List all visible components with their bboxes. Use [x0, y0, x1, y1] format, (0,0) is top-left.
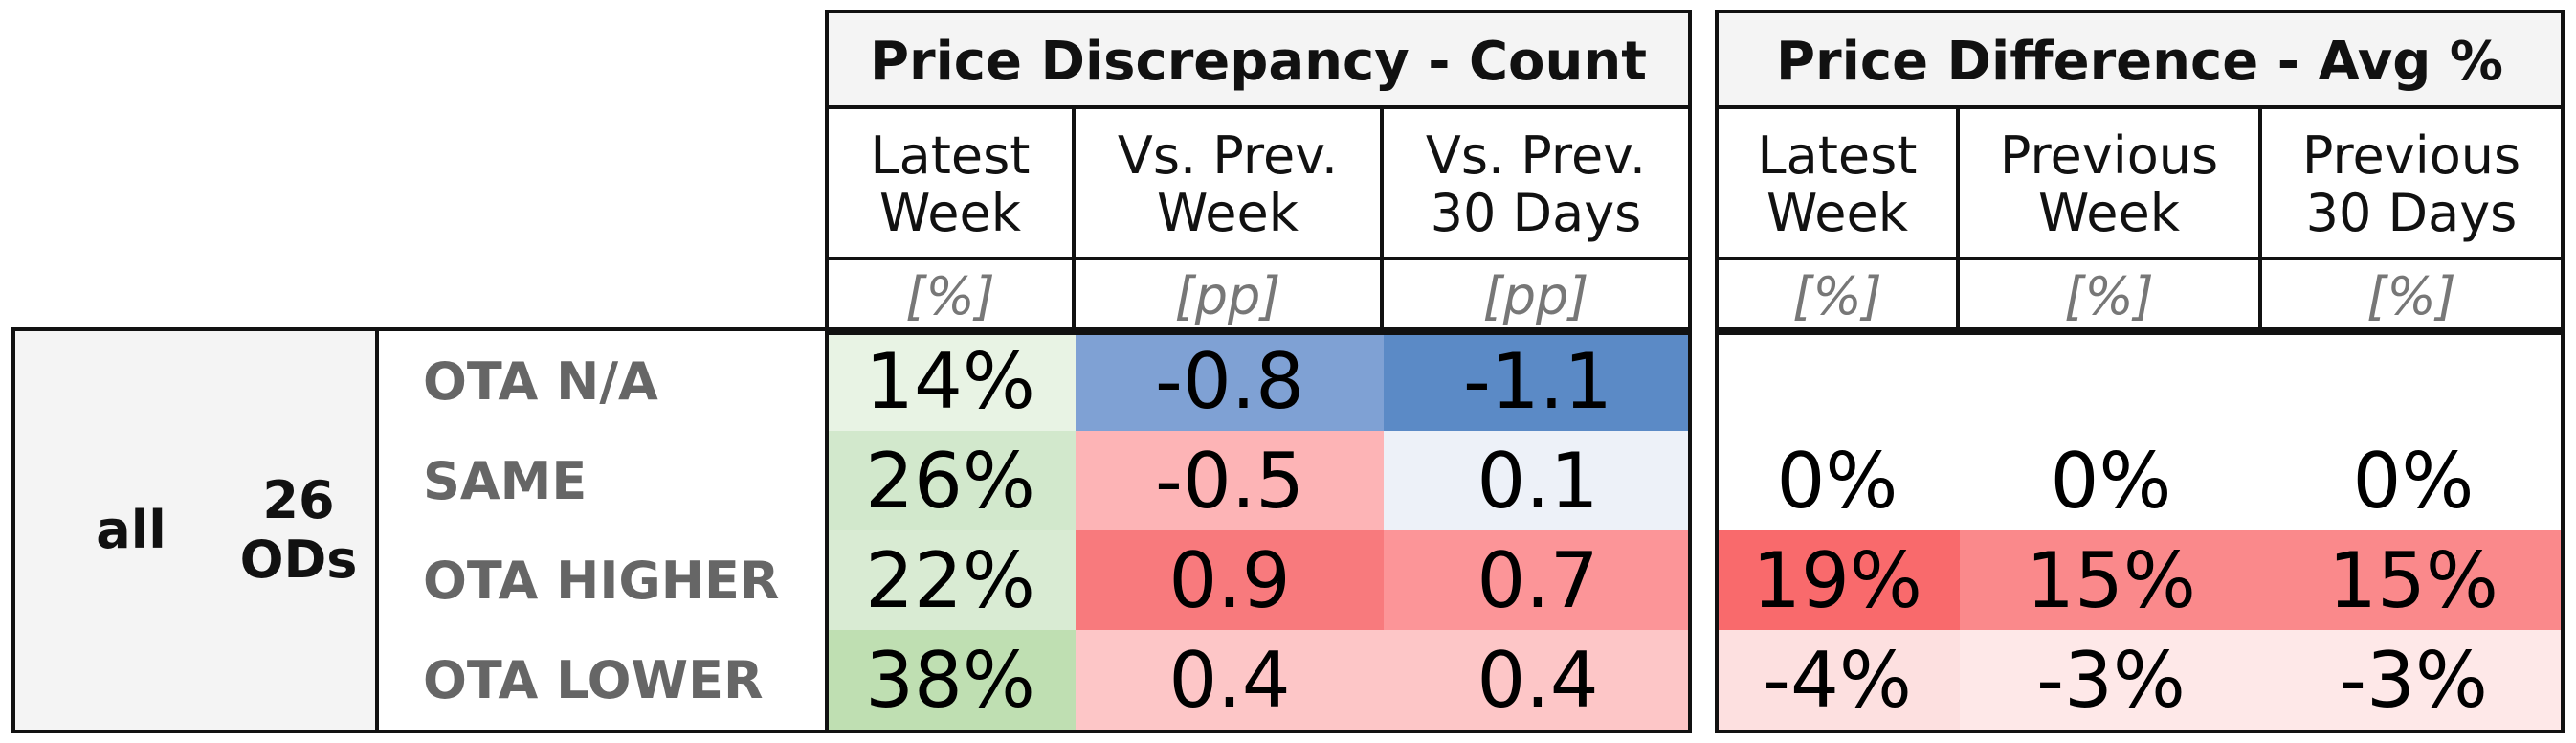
data-cell: 0% — [2262, 431, 2565, 530]
label-top-border — [379, 327, 829, 331]
data-cell: -3% — [2262, 630, 2565, 730]
data-cell: 22% — [825, 530, 1076, 630]
data-cell: -0.5 — [1076, 431, 1384, 530]
data-cell: 0.4 — [1076, 630, 1384, 730]
column-header: Previous Week — [1956, 105, 2262, 264]
column-unit: [%] — [2258, 257, 2565, 335]
data-cell: 15% — [1960, 530, 2262, 630]
label-bottom-border — [379, 730, 829, 733]
data-cell: 19% — [1715, 530, 1960, 630]
data-cell: 14% — [825, 331, 1076, 431]
column-unit: [%] — [1715, 257, 1960, 335]
column-unit: [pp] — [1380, 257, 1692, 335]
ods-count: 26 — [262, 469, 335, 530]
data-cell: 0.7 — [1384, 530, 1692, 630]
data-cell: 26% — [825, 431, 1076, 530]
row-label: SAME — [423, 450, 588, 511]
column-unit: [%] — [825, 257, 1076, 335]
data-cell: -1.1 — [1384, 331, 1692, 431]
row-label: OTA HIGHER — [423, 550, 780, 611]
data-cell: 0.9 — [1076, 530, 1384, 630]
column-header: Previous 30 Days — [2258, 105, 2565, 264]
column-group-title: Price Difference - Avg % — [1715, 10, 2565, 113]
data-cell — [1960, 331, 2262, 431]
data-cell — [1715, 331, 1960, 431]
data-cell: 0.4 — [1384, 630, 1692, 730]
data-cell: -3% — [1960, 630, 2262, 730]
data-cell: 15% — [2262, 530, 2565, 630]
row-label: OTA LOWER — [423, 649, 764, 710]
ods-label: 26 ODs — [222, 331, 375, 730]
column-unit: [%] — [1956, 257, 2262, 335]
data-cell: 0% — [1715, 431, 1960, 530]
column-unit: [pp] — [1072, 257, 1384, 335]
column-header: Vs. Prev. Week — [1072, 105, 1384, 264]
row-label: OTA N/A — [423, 350, 658, 412]
data-cell: -4% — [1715, 630, 1960, 730]
ods-unit: ODs — [239, 529, 358, 590]
data-cell: -0.8 — [1076, 331, 1384, 431]
row-group-panel — [11, 327, 379, 733]
data-cell — [2262, 331, 2565, 431]
data-cell: 38% — [825, 630, 1076, 730]
data-cell: 0.1 — [1384, 431, 1692, 530]
column-header: Vs. Prev. 30 Days — [1380, 105, 1692, 264]
column-header: Latest Week — [825, 105, 1076, 264]
data-cell: 0% — [1960, 431, 2262, 530]
column-group-title: Price Discrepancy - Count — [825, 10, 1692, 113]
segment-label: all — [96, 499, 167, 560]
column-header: Latest Week — [1715, 105, 1960, 264]
